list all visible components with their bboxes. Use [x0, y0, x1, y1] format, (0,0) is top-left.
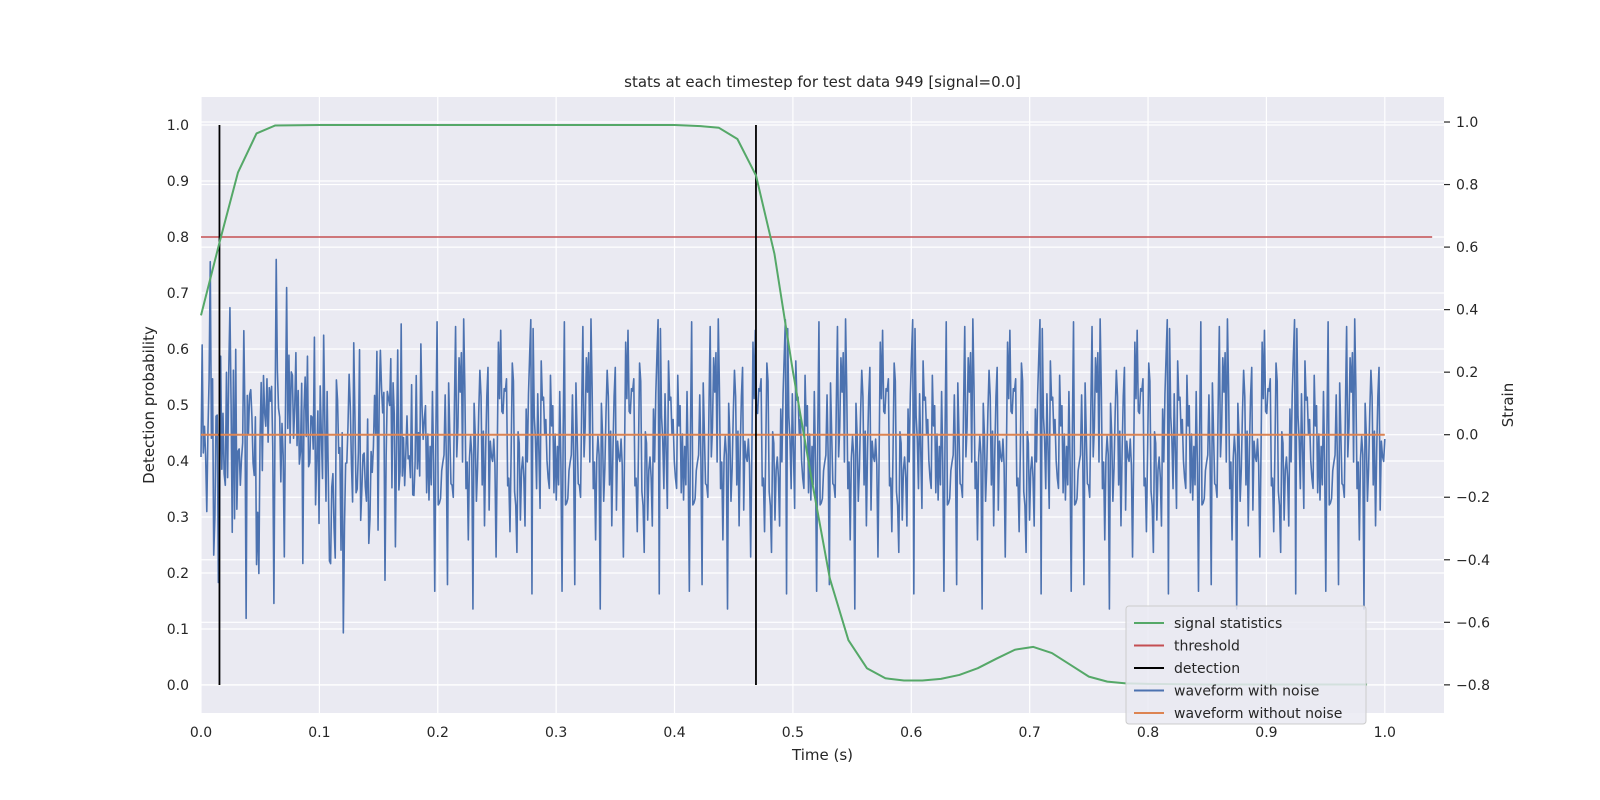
- y-axis-ticks: 0.0 0.1 0.2 0.3 0.4 0.5 0.6 0.7 0.8 0.9 1.0: [167, 118, 189, 694]
- x-tick-label: 0.0: [190, 725, 212, 741]
- y-tick-label: 0.9: [167, 174, 189, 190]
- x-tick-label: 0.5: [782, 725, 804, 741]
- series-detection: [218, 125, 757, 685]
- y2-tick-label: 0.8: [1456, 178, 1478, 194]
- x-tick-label: 1.0: [1374, 725, 1396, 741]
- legend: signal statistics threshold detection wavef…: [1125, 605, 1367, 725]
- y2-tick-label: 0.6: [1456, 240, 1478, 256]
- legend-label: threshold: [1174, 639, 1240, 655]
- y-tick-label: 0.1: [167, 622, 189, 638]
- y-tick-label: 0.6: [167, 342, 189, 358]
- x-axis-label: Time (s): [791, 746, 853, 764]
- x-tick-label: 0.4: [663, 725, 685, 741]
- y2-tick-label: −0.8: [1456, 678, 1490, 694]
- y2-tick-label: 1.0: [1456, 115, 1478, 131]
- x-tick-label: 0.6: [900, 725, 922, 741]
- legend-item: waveform without noise: [1134, 706, 1342, 722]
- y2-tick-label: −0.2: [1456, 490, 1490, 506]
- y2-tick-label: 0.4: [1456, 303, 1478, 319]
- y2-axis-label: Strain: [1499, 383, 1517, 427]
- x-tick-label: 0.1: [308, 725, 330, 741]
- legend-box: [1125, 605, 1367, 725]
- y2-axis-ticks: −0.8 −0.6 −0.4 −0.2 0.0 0.2 0.4 0.6 0.8 1.0: [1444, 115, 1490, 694]
- signal-statistics-line: [200, 124, 1368, 686]
- x-axis-ticks: 0.0 0.1 0.2 0.3 0.4 0.5 0.6 0.7 0.8 0.9 1.0: [190, 725, 1396, 741]
- y-axis-label: Detection probability: [140, 326, 158, 484]
- x-tick-label: 0.7: [1019, 725, 1041, 741]
- y2-tick-label: −0.6: [1456, 615, 1490, 631]
- y2-tick-label: 0.0: [1456, 428, 1478, 444]
- y-tick-label: 0.3: [167, 510, 189, 526]
- noise-waveform-line: [200, 258, 1386, 634]
- legend-item: signal statistics: [1134, 616, 1282, 632]
- x-tick-label: 0.8: [1137, 725, 1159, 741]
- y2-tick-label: 0.2: [1456, 365, 1478, 381]
- legend-item: waveform with noise: [1134, 684, 1319, 700]
- y2-tick-label: −0.4: [1456, 553, 1490, 569]
- legend-item: detection: [1134, 661, 1240, 677]
- legend-item: threshold: [1134, 639, 1240, 655]
- y-tick-label: 1.0: [167, 118, 189, 134]
- legend-label: waveform without noise: [1174, 706, 1342, 722]
- series-waveform-with-noise: [200, 258, 1386, 634]
- y-tick-label: 0.5: [167, 398, 189, 414]
- legend-label: signal statistics: [1174, 616, 1282, 632]
- x-tick-label: 0.3: [545, 725, 567, 741]
- y-tick-label: 0.4: [167, 454, 189, 470]
- y-tick-label: 0.8: [167, 230, 189, 246]
- x-tick-label: 0.2: [427, 725, 449, 741]
- chart-title: stats at each timestep for test data 949…: [624, 73, 1021, 91]
- legend-label: detection: [1174, 661, 1240, 677]
- x-tick-label: 0.9: [1255, 725, 1277, 741]
- series-signal-statistics: [200, 124, 1368, 686]
- legend-label: waveform with noise: [1174, 684, 1319, 700]
- y-tick-label: 0.2: [167, 566, 189, 582]
- y-tick-label: 0.7: [167, 286, 189, 302]
- y-tick-label: 0.0: [167, 678, 189, 694]
